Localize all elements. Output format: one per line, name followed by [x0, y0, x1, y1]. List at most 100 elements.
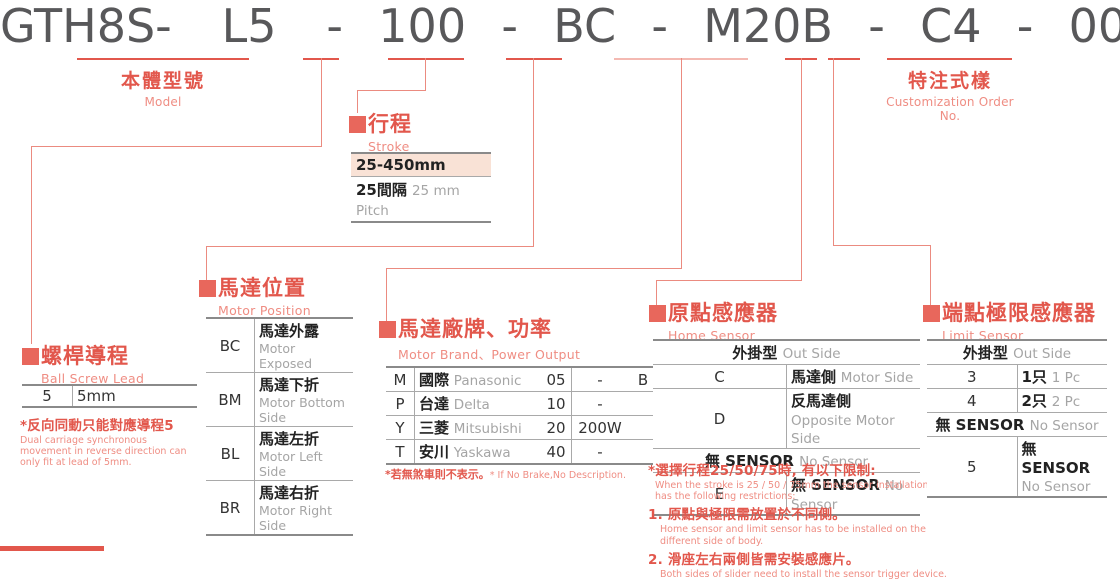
cell-desc: 反馬達側 Opposite Motor Side: [786, 388, 920, 449]
leader-lead-horiz: [31, 146, 322, 147]
product-code-line: GTH8S- L5 - 100 - BC - M20B - C4 - 0001: [0, 2, 1120, 50]
bullet-square-icon: [349, 116, 366, 133]
table-row: M 國際 Panasonic 05 - B: [386, 366, 659, 392]
code-sep-4: -: [868, 0, 885, 53]
table-row: E 無 SENSOR No Sensor: [653, 472, 920, 516]
cell-desc-en: Motor Right Side: [259, 503, 333, 533]
cell-power: 10: [541, 391, 572, 416]
table-row: C 馬達側 Motor Side: [653, 364, 920, 389]
leader-lead-vert-top: [321, 58, 322, 147]
cell-desc-zh: 無 SENSOR: [1021, 440, 1091, 477]
group-limit-sensor-zh: 端點極限感應器: [942, 301, 1096, 325]
cell-value: 5mm: [72, 384, 197, 408]
bottom-accent-bar: [0, 546, 104, 551]
table-header-row: 外掛型 Out Side: [927, 339, 1107, 365]
cell-desc-en: Motor Side: [840, 370, 914, 386]
group-home-sensor-zh: 原點感應器: [668, 301, 778, 325]
table-row: T 安川 Yaskawa 40 -: [386, 439, 659, 465]
cell-code: 5: [22, 384, 73, 408]
table-row: Y 三菱 Mitsubishi 20 200W: [386, 415, 659, 440]
home-sensor-note-1-zh: 1. 原點與極限需放置於不同側。: [648, 507, 846, 524]
home-sensor-note: *選擇行程25/50/75時, 有以下限制: When the stroke i…: [648, 459, 948, 580]
cell-desc: 馬達外露 Motor Exposed: [254, 317, 353, 373]
header-outside-en: Out Side: [782, 346, 841, 362]
leader-homesensor-vert-bottom: [656, 280, 657, 305]
leader-stroke-horiz: [357, 90, 426, 91]
leader-motorbrand-horiz: [386, 268, 682, 269]
home-sensor-note-1-en: Home sensor and limit sensor has to be i…: [660, 524, 926, 547]
cell-desc: 無 SENSOR No Sensor: [1017, 436, 1107, 498]
cell-watt: -: [571, 366, 628, 392]
underline-limit-sensor: [828, 58, 860, 60]
home-sensor-table: 外掛型 Out Side C 馬達側 Motor Side D 反馬達側 Opp…: [653, 339, 920, 516]
cell-brand: 三菱 Mitsubishi: [414, 415, 541, 440]
cell-code: 5: [927, 436, 1018, 498]
leader-motorpos-vert-top: [533, 58, 534, 247]
leader-limitsensor-vert-top: [833, 58, 834, 246]
group-limit-sensor: 端點極限感應器 Limit Sensor: [923, 297, 1096, 343]
bullet-square-icon: [199, 280, 216, 297]
code-sep-1: -: [326, 0, 344, 53]
table-header-row: 外掛型 Out Side: [653, 339, 920, 365]
underline-custom: [887, 58, 1012, 60]
cell-brand-zh: 安川: [419, 443, 450, 461]
group-home-sensor: 原點感應器 Home Sensor: [649, 297, 778, 343]
cell-brand: 台達 Delta: [414, 391, 541, 416]
code-sep-3: -: [651, 0, 668, 53]
cell-code: BR: [206, 480, 255, 536]
cell-desc-zh: 2只: [1021, 392, 1047, 410]
header-outside: 外掛型 Out Side: [927, 339, 1107, 365]
subheader-nosensor-zh: 無 SENSOR: [935, 416, 1025, 434]
cell-code: Y: [386, 415, 415, 440]
motor-brand-table: M 國際 Panasonic 05 - B P 台達 Delta 10 - Y …: [386, 366, 659, 465]
table-row: 5 5mm: [22, 384, 197, 408]
cell-desc: 馬達下折 Motor Bottom Side: [254, 372, 353, 427]
home-sensor-note-title-en: When the stroke is 25 / 50 / 75mm the se…: [655, 480, 929, 503]
stroke-pitch-en: 25 mm Pitch: [356, 183, 460, 219]
ball-screw-note: *反向同動只能對應導程5 Dual carriage synchronous m…: [20, 414, 198, 469]
ball-screw-table: 5 5mm: [22, 384, 197, 408]
cell-desc: 無 SENSOR No Sensor: [786, 472, 920, 516]
group-ball-screw-zh: 螺桿導程: [41, 344, 129, 368]
table-row: BC 馬達外露 Motor Exposed: [206, 317, 353, 373]
cell-brand-zh: 國際: [419, 371, 450, 389]
bullet-square-icon: [379, 321, 396, 338]
group-model: 本體型號 Model: [77, 66, 249, 109]
header-outside-zh: 外掛型: [732, 344, 778, 362]
cell-brand-en: Mitsubishi: [453, 421, 522, 437]
cell-brand: 國際 Panasonic: [414, 366, 541, 392]
cell-desc: 1只 1 Pc: [1017, 364, 1107, 389]
cell-brand-en: Yaskawa: [453, 445, 511, 461]
cell-brand-en: Delta: [453, 397, 490, 413]
cell-desc-zh: 反馬達側: [791, 392, 852, 410]
cell-code: BM: [206, 372, 255, 427]
header-outside-zh: 外掛型: [962, 344, 1008, 362]
cell-desc-en: Motor Left Side: [259, 449, 323, 479]
motor-brand-note: *若無煞車則不表示。* If No Brake,No Description.: [385, 463, 630, 482]
cell-brand-zh: 台達: [419, 395, 450, 413]
table-row: 5 無 SENSOR No Sensor: [927, 436, 1107, 498]
cell-desc-en: Opposite Motor Side: [791, 413, 895, 447]
code-part-stroke: 100: [378, 0, 467, 53]
cell-desc-en: Motor Exposed: [259, 341, 313, 371]
group-ball-screw: 螺桿導程 Ball Screw Lead: [22, 340, 144, 386]
code-part-custom: 0001: [1068, 0, 1120, 53]
cell-desc-zh: 馬達下折: [259, 376, 320, 394]
code-part-motor-brand: M20B: [703, 0, 833, 53]
cell-code: C: [653, 364, 787, 389]
cell-code: T: [386, 439, 415, 465]
cell-power: 20: [541, 415, 572, 440]
cell-code: D: [653, 388, 787, 449]
bullet-square-icon: [923, 305, 940, 322]
cell-desc-en: 1 Pc: [1051, 370, 1081, 386]
stroke-table: 25-450mm 25間隔 25 mm Pitch: [351, 152, 491, 223]
cell-desc-zh: 無 SENSOR: [791, 476, 880, 494]
home-sensor-note-title-zh: *選擇行程25/50/75時, 有以下限制:: [648, 463, 876, 479]
table-row: D 反馬達側 Opposite Motor Side: [653, 388, 920, 449]
cell-code: M: [386, 366, 415, 392]
group-motor-position: 馬達位置 Motor Position: [199, 272, 311, 318]
cell-desc: 馬達側 Motor Side: [786, 364, 920, 389]
table-row: BM 馬達下折 Motor Bottom Side: [206, 372, 353, 427]
table-subheader-row: 無 SENSOR No Sensor: [927, 412, 1107, 437]
subheader-nosensor-zh: 無 SENSOR: [704, 452, 794, 470]
